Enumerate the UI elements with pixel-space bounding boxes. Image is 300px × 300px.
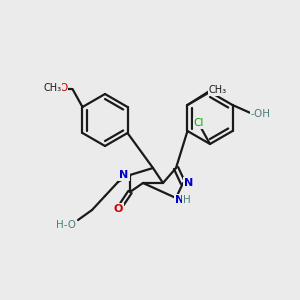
Text: N: N <box>176 195 184 205</box>
Text: N: N <box>119 170 129 180</box>
Text: -OH: -OH <box>250 109 271 119</box>
Text: N: N <box>184 178 194 188</box>
Text: H: H <box>183 195 191 205</box>
Text: H-O: H-O <box>56 220 76 230</box>
Text: O: O <box>113 204 123 214</box>
Text: Cl: Cl <box>194 118 204 128</box>
Text: CH₃: CH₃ <box>44 83 62 93</box>
Text: O: O <box>59 83 68 93</box>
Text: CH₃: CH₃ <box>208 85 226 95</box>
